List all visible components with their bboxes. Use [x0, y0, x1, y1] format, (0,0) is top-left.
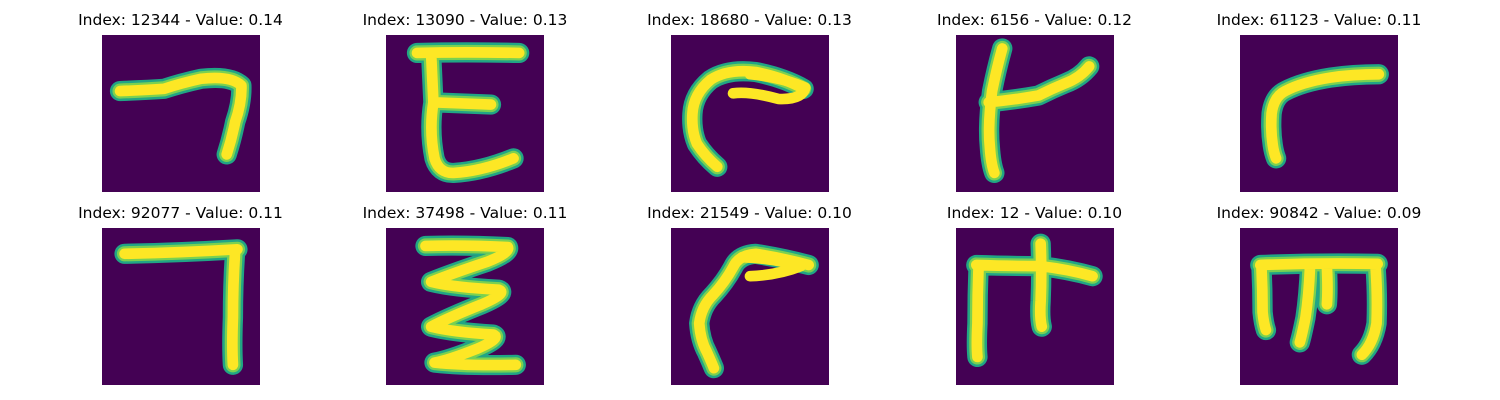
panel-title: Index: 37498 - Value: 0.11 — [362, 204, 568, 222]
panel-title: Index: 90842 - Value: 0.09 — [1216, 204, 1422, 222]
glyph-image — [1240, 35, 1398, 192]
panel-title: Index: 12 - Value: 0.10 — [946, 204, 1123, 222]
panel-7: Index: 37498 - Value: 0.11 — [323, 193, 608, 385]
glyph-image — [101, 35, 260, 192]
panel-title: Index: 61123 - Value: 0.11 — [1216, 11, 1422, 29]
panel-title: Index: 12344 - Value: 0.14 — [78, 11, 283, 29]
panel-4: Index: 6156 - Value: 0.12 — [892, 0, 1177, 192]
glyph-image — [670, 228, 829, 385]
panel-title: Index: 6156 - Value: 0.12 — [937, 11, 1132, 29]
glyph-image — [670, 35, 829, 192]
panel-8: Index: 21549 - Value: 0.10 — [607, 193, 892, 385]
glyph-image — [1240, 228, 1398, 385]
panel-1: Index: 12344 - Value: 0.14 — [38, 0, 323, 192]
panel-3: Index: 18680 - Value: 0.13 — [607, 0, 892, 192]
panel-title: Index: 18680 - Value: 0.13 — [647, 11, 852, 29]
panel-2: Index: 13090 - Value: 0.13 — [323, 0, 608, 192]
glyph-image — [101, 228, 260, 385]
panel-10: Index: 90842 - Value: 0.09 — [1177, 193, 1462, 385]
glyph-image — [955, 228, 1114, 385]
glyph-image — [386, 228, 544, 385]
glyph-image — [386, 35, 544, 192]
panel-title: Index: 92077 - Value: 0.11 — [78, 204, 283, 222]
panel-6: Index: 92077 - Value: 0.11 — [38, 193, 323, 385]
panel-title: Index: 21549 - Value: 0.10 — [647, 204, 852, 222]
panel-9: Index: 12 - Value: 0.10 — [892, 193, 1177, 385]
glyph-image — [955, 35, 1114, 192]
panel-title: Index: 13090 - Value: 0.13 — [362, 11, 568, 29]
panel-5: Index: 61123 - Value: 0.11 — [1177, 0, 1462, 192]
